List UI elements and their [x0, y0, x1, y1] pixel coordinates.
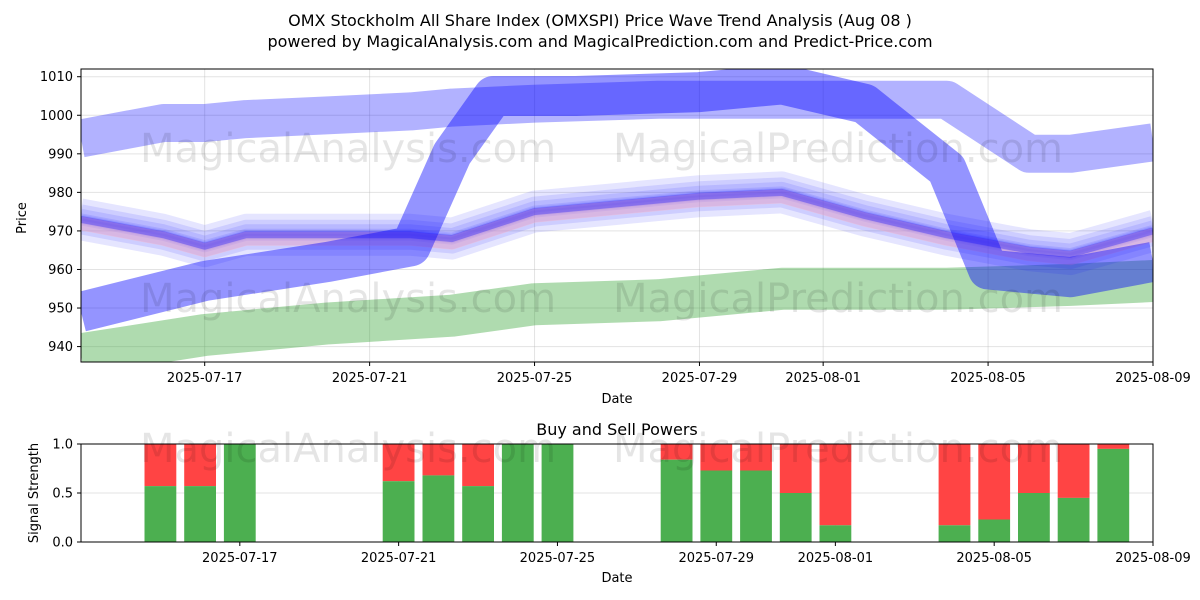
price-series-layer — [81, 69, 1153, 362]
buy-bar-4 — [422, 475, 455, 542]
price-x-tick-label-1: 2025-07-21 — [332, 371, 408, 386]
sell-bar-10 — [740, 444, 772, 471]
price-x-tick-label-4: 2025-08-01 — [785, 371, 861, 386]
signal-x-tick-label-1: 2025-07-21 — [361, 551, 437, 566]
sell-bar-3 — [382, 444, 415, 482]
sell-bar-15 — [1018, 444, 1050, 493]
watermark-bottom-left: MagicalAnalysis.com — [140, 426, 556, 472]
chart-title: OMX Stockholm All Share Index (OMXSPI) P… — [288, 11, 912, 30]
buy-bar-12 — [819, 525, 852, 542]
buy-bar-11 — [779, 493, 812, 542]
sell-bar-0 — [144, 444, 177, 487]
sell-bar-9 — [700, 444, 733, 471]
buy-bar-15 — [1018, 493, 1050, 542]
price-y-tick-label-7: 1010 — [40, 70, 73, 85]
buy-bar-7 — [541, 444, 574, 542]
price-x-axis-label: Date — [601, 392, 632, 407]
buy-bar-5 — [462, 486, 494, 542]
price-y-tick-label-0: 940 — [48, 340, 73, 355]
sell-bar-13 — [938, 444, 971, 526]
price-y-tick-label-2: 960 — [48, 263, 73, 278]
price-wave-chart: MagicalAnalysis.com MagicalPrediction.co… — [15, 68, 1191, 407]
buy-bar-1 — [184, 486, 216, 542]
watermark-top-left-1: MagicalAnalysis.com — [140, 126, 556, 172]
buy-bar-6 — [501, 444, 534, 542]
watermark-bottom-right: MagicalPrediction.com — [613, 426, 1063, 472]
chart-subtitle: powered by MagicalAnalysis.com and Magic… — [267, 32, 932, 51]
cluster-wave-4 — [81, 187, 1153, 265]
buy-bar-17 — [1097, 448, 1130, 542]
signal-y-tick-label-0: 0.0 — [52, 536, 73, 551]
pink-wave — [81, 189, 1153, 266]
watermark-top-right-1: MagicalPrediction.com — [613, 126, 1063, 172]
buy-sell-chart: Buy and Sell Powers MagicalAnalysis.com … — [27, 420, 1191, 586]
signal-x-tick-label-0: 2025-07-17 — [202, 551, 278, 566]
price-ticks: 2025-07-17 2025-07-21 2025-07-25 2025-07-29… — [40, 70, 1191, 386]
buy-bar-13 — [938, 525, 971, 542]
buy-bar-9 — [700, 470, 733, 542]
signal-bars — [144, 444, 1130, 542]
buy-sell-title: Buy and Sell Powers — [536, 420, 698, 439]
price-x-tick-label-0: 2025-07-17 — [167, 371, 243, 386]
signal-y-tick-label-1: 0.5 — [52, 487, 73, 502]
signal-x-tick-label-4: 2025-08-01 — [798, 551, 874, 566]
buy-bar-16 — [1057, 497, 1090, 542]
watermark-top-right-2: MagicalPrediction.com — [613, 276, 1063, 322]
cluster-wave-5 — [81, 189, 1153, 270]
signal-y-tick-label-2: 1.0 — [52, 438, 73, 453]
price-x-tick-label-3: 2025-07-29 — [662, 371, 738, 386]
signal-x-tick-label-3: 2025-07-29 — [678, 551, 754, 566]
cluster-wave-0 — [81, 171, 1153, 256]
price-x-tick-label-6: 2025-08-09 — [1115, 371, 1191, 386]
signal-y-axis-label: Signal Strength — [27, 443, 42, 543]
price-y-tick-label-5: 990 — [48, 147, 73, 162]
price-y-tick-label-4: 980 — [48, 186, 73, 201]
price-y-tick-label-3: 970 — [48, 224, 73, 239]
signal-x-axis-label: Date — [601, 571, 632, 586]
sell-bar-17 — [1097, 444, 1130, 449]
main-trend-wave — [81, 69, 1153, 332]
signal-ticks: 2025-07-17 2025-07-21 2025-07-25 2025-07-29… — [52, 438, 1190, 567]
lower-band-area — [81, 260, 1153, 362]
buy-bar-8 — [660, 459, 693, 542]
cluster-wave-3 — [81, 186, 1153, 261]
sell-bar-5 — [462, 444, 494, 487]
buy-bar-0 — [144, 486, 177, 542]
buy-bar-14 — [978, 519, 1011, 542]
price-x-tick-label-2: 2025-07-25 — [497, 371, 573, 386]
price-grid — [81, 69, 1154, 362]
cluster-wave-1 — [81, 177, 1153, 258]
buy-bar-3 — [382, 481, 415, 542]
buy-bar-2 — [223, 444, 256, 542]
signal-watermark-layer: MagicalAnalysis.com MagicalPrediction.co… — [140, 426, 1063, 472]
sell-bar-12 — [819, 444, 852, 526]
core-wave — [81, 188, 1153, 258]
price-axes-frame — [80, 68, 1154, 363]
cluster-wave-6 — [81, 191, 1153, 276]
watermark-top-left-2: MagicalAnalysis.com — [140, 276, 556, 322]
price-x-tick-label-5: 2025-08-05 — [950, 371, 1026, 386]
sell-bar-14 — [978, 444, 1011, 520]
signal-x-tick-label-2: 2025-07-25 — [520, 551, 596, 566]
sell-bar-8 — [660, 444, 693, 460]
price-y-axis-label: Price — [15, 202, 30, 234]
upper-band-wave — [81, 80, 1153, 173]
price-watermark-layer: MagicalAnalysis.com MagicalPrediction.co… — [140, 126, 1063, 322]
sell-bar-11 — [779, 444, 812, 493]
signal-x-tick-label-5: 2025-08-05 — [956, 551, 1032, 566]
sell-bar-1 — [184, 444, 216, 487]
sell-bar-16 — [1057, 444, 1090, 498]
buy-bar-10 — [740, 470, 772, 542]
sell-bar-4 — [422, 444, 455, 476]
cluster-wave-2 — [81, 181, 1153, 259]
signal-x-tick-label-6: 2025-08-09 — [1115, 551, 1191, 566]
price-y-tick-label-6: 1000 — [40, 109, 73, 124]
price-y-tick-label-1: 950 — [48, 302, 73, 317]
